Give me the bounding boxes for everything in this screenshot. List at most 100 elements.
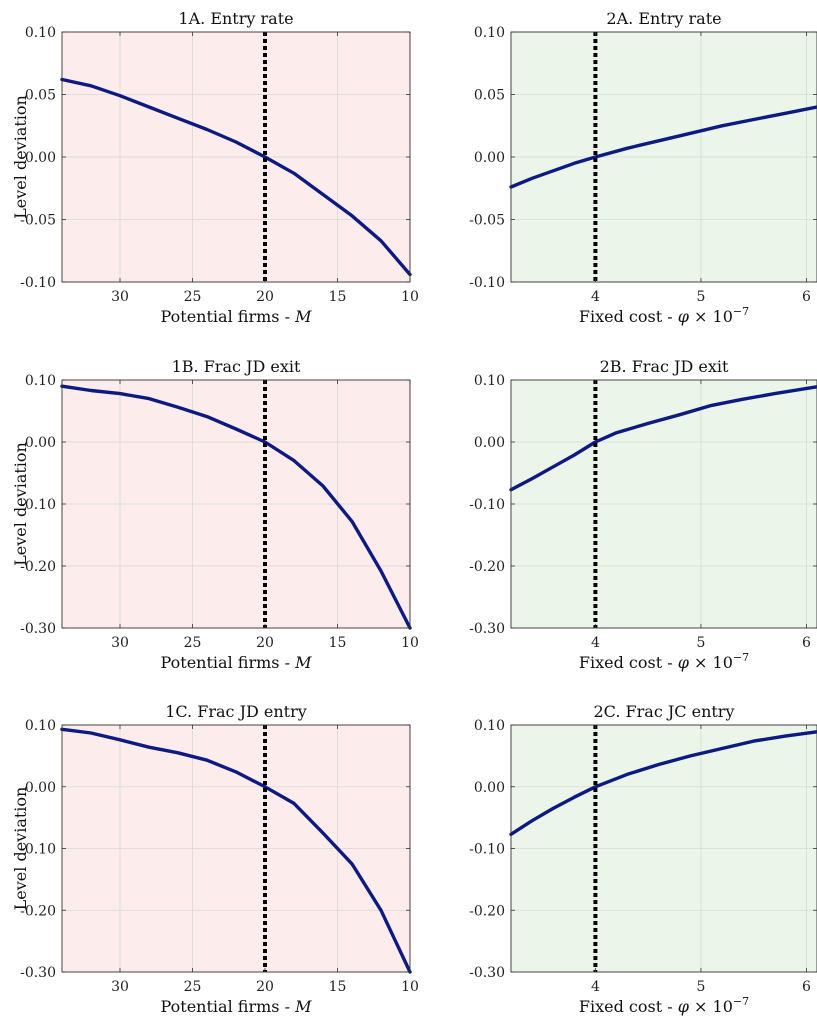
x-axis-label-variable: φ bbox=[678, 997, 690, 1016]
y-tick-label: -0.30 bbox=[20, 621, 56, 637]
y-tick-label: 0.00 bbox=[25, 150, 56, 166]
x-tick-label: 25 bbox=[184, 979, 202, 995]
x-tick-label: 6 bbox=[802, 289, 811, 305]
x-tick-label: 10 bbox=[401, 979, 419, 995]
chart-title: 1C. Frac JD entry bbox=[165, 702, 307, 721]
x-tick-label: 10 bbox=[401, 289, 419, 305]
x-axis-label-variable: φ bbox=[678, 307, 690, 326]
x-axis-label: Fixed cost - φ × 10−7 bbox=[579, 651, 749, 672]
y-tick-label: -0.10 bbox=[469, 842, 505, 858]
panel-1c: 30 25 20 15 10 -0.30 -0.20 -0.10 0.00 0.10 1C. Fra… bbox=[11, 702, 419, 1016]
x-tick-label: 15 bbox=[329, 289, 347, 305]
y-axis-label: Level deviation bbox=[11, 442, 30, 566]
x-axis-label-text: Fixed cost - bbox=[579, 307, 678, 326]
x-tick-label: 5 bbox=[696, 289, 705, 305]
x-axis-label: Potential firms - M bbox=[161, 653, 313, 672]
chart-title: 1B. Frac JD exit bbox=[172, 357, 301, 376]
y-tick-label: 0.00 bbox=[474, 780, 505, 796]
y-tick-label: -0.20 bbox=[20, 903, 56, 919]
y-tick-label: 0.00 bbox=[474, 150, 505, 166]
chart-title: 2B. Frac JD exit bbox=[600, 357, 729, 376]
chart-title: 1A. Entry rate bbox=[178, 9, 293, 28]
x-tick-label: 20 bbox=[256, 635, 274, 651]
x-axis-label-text: Potential firms - bbox=[161, 307, 296, 326]
y-tick-label: 0.10 bbox=[25, 373, 56, 389]
panel-2c: 4 5 6 -0.30 -0.20 -0.10 0.00 0.10 2C. Frac JC en… bbox=[469, 702, 817, 1016]
x-tick-label: 4 bbox=[591, 289, 600, 305]
y-tick-label: 0.05 bbox=[474, 88, 505, 104]
y-tick-label: -0.20 bbox=[469, 559, 505, 575]
y-tick-label: 0.10 bbox=[25, 718, 56, 734]
x-axis-label-variable: M bbox=[294, 997, 312, 1016]
y-axis-label: Level deviation bbox=[11, 95, 30, 219]
x-tick-label: 5 bbox=[696, 635, 705, 651]
x-axis-label: Potential firms - M bbox=[161, 307, 313, 326]
y-axis-label: Level deviation bbox=[11, 787, 30, 911]
x-tick-label: 30 bbox=[111, 635, 129, 651]
y-tick-label: -0.30 bbox=[20, 965, 56, 981]
x-axis-label-text: Potential firms - bbox=[161, 997, 296, 1016]
y-tick-label: -0.10 bbox=[20, 275, 56, 291]
y-tick-label: 0.10 bbox=[25, 25, 56, 41]
x-tick-label: 5 bbox=[696, 979, 705, 995]
series-line bbox=[60, 727, 412, 974]
y-tick-label: 0.00 bbox=[25, 435, 56, 451]
x-axis-label-variable: M bbox=[294, 307, 312, 326]
x-axis-label-variable: φ bbox=[678, 653, 690, 672]
y-tick-label: -0.10 bbox=[469, 497, 505, 513]
x-axis-label-exponent: −7 bbox=[733, 651, 749, 664]
panel-2a: 4 5 6 -0.10 -0.05 0.00 0.05 0.10 2A. Entry rate F… bbox=[469, 9, 817, 326]
x-tick-label: 4 bbox=[591, 979, 600, 995]
panel-2b: 4 5 6 -0.30 -0.20 -0.10 0.00 0.10 2B. Frac JD ex… bbox=[469, 357, 817, 672]
x-axis-label: Potential firms - M bbox=[161, 997, 313, 1016]
x-tick-label: 6 bbox=[802, 635, 811, 651]
x-axis-label-multiplier: × 10 bbox=[689, 307, 733, 326]
x-tick-label: 6 bbox=[802, 979, 811, 995]
y-tick-label: -0.10 bbox=[20, 497, 56, 513]
panel-1a: 30 25 20 15 10 -0.10 -0.05 0.00 0.05 0.10 1A. Entr… bbox=[11, 9, 419, 326]
y-tick-label: 0.10 bbox=[474, 373, 505, 389]
x-tick-label: 10 bbox=[401, 635, 419, 651]
y-tick-label: -0.20 bbox=[469, 903, 505, 919]
x-axis-label-multiplier: × 10 bbox=[689, 653, 733, 672]
y-tick-label: 0.00 bbox=[474, 435, 505, 451]
y-tick-label: -0.05 bbox=[20, 213, 56, 229]
y-tick-label: -0.10 bbox=[20, 842, 56, 858]
x-tick-label: 30 bbox=[111, 979, 129, 995]
y-tick-label: -0.20 bbox=[20, 559, 56, 575]
y-tick-label: 0.05 bbox=[25, 88, 56, 104]
y-tick-label: -0.10 bbox=[469, 275, 505, 291]
x-axis-label-text: Fixed cost - bbox=[579, 997, 678, 1016]
x-tick-label: 20 bbox=[256, 979, 274, 995]
y-tick-label: 0.00 bbox=[25, 780, 56, 796]
series-line bbox=[509, 105, 817, 189]
chart-title: 2C. Frac JC entry bbox=[594, 702, 735, 721]
x-tick-label: 15 bbox=[329, 979, 347, 995]
x-axis-label-text: Fixed cost - bbox=[579, 653, 678, 672]
y-tick-label: 0.10 bbox=[474, 25, 505, 41]
y-tick-label: -0.30 bbox=[469, 965, 505, 981]
x-tick-label: 30 bbox=[111, 289, 129, 305]
series-line bbox=[60, 384, 412, 630]
panel-1b: 30 25 20 15 10 -0.30 -0.20 -0.10 0.00 0.10 1B. Fra… bbox=[11, 357, 419, 672]
y-tick-label: -0.05 bbox=[469, 213, 505, 229]
x-axis-label-text: Potential firms - bbox=[161, 653, 296, 672]
chart-title: 2A. Entry rate bbox=[606, 9, 721, 28]
x-axis-label-exponent: −7 bbox=[733, 995, 749, 1008]
y-tick-label: -0.30 bbox=[469, 621, 505, 637]
x-tick-label: 4 bbox=[591, 635, 600, 651]
x-tick-label: 25 bbox=[184, 289, 202, 305]
y-tick-label: 0.10 bbox=[474, 718, 505, 734]
x-axis-label-multiplier: × 10 bbox=[689, 997, 733, 1016]
x-axis-label: Fixed cost - φ × 10−7 bbox=[579, 305, 749, 326]
x-tick-label: 25 bbox=[184, 635, 202, 651]
series-line bbox=[509, 730, 817, 836]
series-line bbox=[509, 385, 817, 492]
x-axis-label-exponent: −7 bbox=[733, 305, 749, 318]
series-line bbox=[60, 77, 412, 277]
x-tick-label: 15 bbox=[329, 635, 347, 651]
x-tick-label: 20 bbox=[256, 289, 274, 305]
x-axis-label: Fixed cost - φ × 10−7 bbox=[579, 995, 749, 1016]
x-axis-label-variable: M bbox=[294, 653, 312, 672]
